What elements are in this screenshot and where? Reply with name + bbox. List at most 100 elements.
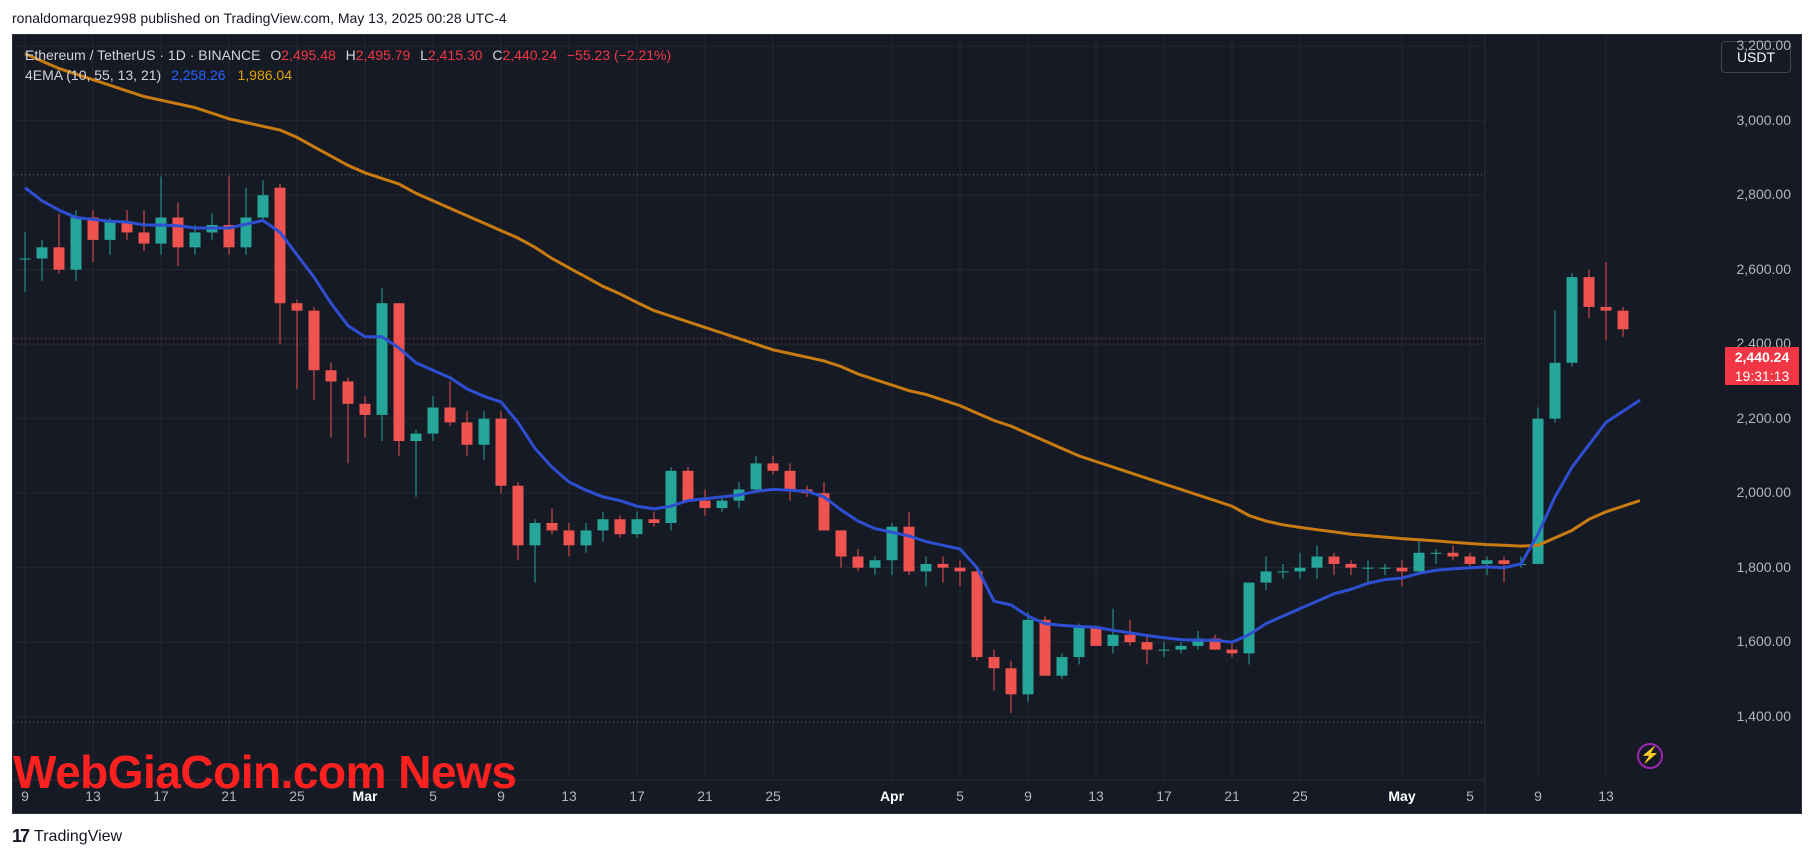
candle-body[interactable]	[835, 530, 847, 557]
candle-body[interactable]	[325, 370, 337, 382]
candle-body[interactable]	[1277, 571, 1289, 573]
lightning-alert-icon[interactable]: ⚡	[1637, 743, 1663, 769]
candle-body[interactable]	[53, 247, 65, 270]
candle-body[interactable]	[1532, 418, 1544, 564]
candle-body[interactable]	[359, 403, 371, 415]
candle-body[interactable]	[1464, 556, 1476, 564]
candle-body[interactable]	[512, 485, 524, 546]
price-chart[interactable]	[13, 35, 1801, 813]
candle-body[interactable]	[954, 567, 966, 572]
candle-body[interactable]	[1039, 619, 1051, 676]
candle-body[interactable]	[1107, 634, 1119, 646]
candle-body[interactable]	[852, 556, 864, 568]
candle-body[interactable]	[699, 500, 711, 509]
candle-body[interactable]	[1260, 571, 1272, 583]
symbol-label[interactable]: Ethereum / TetherUS · 1D · BINANCE	[25, 47, 261, 63]
candle-body[interactable]	[1583, 277, 1595, 307]
candle-body[interactable]	[1226, 649, 1238, 654]
candle-body[interactable]	[1175, 645, 1187, 650]
candle-body[interactable]	[1600, 306, 1612, 311]
candle-body[interactable]	[155, 217, 167, 244]
candle-body[interactable]	[937, 563, 949, 568]
candle-body[interactable]	[784, 470, 796, 490]
candle-body[interactable]	[546, 522, 558, 531]
candle-body[interactable]	[495, 418, 507, 486]
candle-body[interactable]	[869, 560, 881, 568]
currency-button[interactable]: USDT	[1721, 41, 1791, 73]
candle-body[interactable]	[342, 381, 354, 404]
candle-body[interactable]	[903, 526, 915, 572]
candle-body[interactable]	[1022, 619, 1034, 695]
candle-body[interactable]	[308, 310, 320, 371]
candle-body[interactable]	[1209, 638, 1221, 650]
candle-body[interactable]	[1447, 552, 1459, 557]
candle-body[interactable]	[376, 303, 388, 415]
candle-body[interactable]	[631, 519, 643, 535]
candle-body[interactable]	[240, 217, 252, 248]
candle-body[interactable]	[1379, 567, 1391, 569]
candle-body[interactable]	[988, 657, 1000, 669]
candle-body[interactable]	[597, 519, 609, 531]
candle-body[interactable]	[478, 418, 490, 445]
candle-body[interactable]	[427, 407, 439, 434]
candle-body[interactable]	[121, 221, 133, 233]
candle-body[interactable]	[257, 195, 269, 218]
candle-body[interactable]	[1413, 552, 1425, 572]
candle-body[interactable]	[563, 530, 575, 546]
candle-body[interactable]	[19, 258, 31, 260]
candle-body[interactable]	[1158, 649, 1170, 651]
candle-body[interactable]	[648, 519, 660, 523]
candle-body[interactable]	[1090, 627, 1102, 646]
indicator-label[interactable]: 4EMA (10, 55, 13, 21)	[25, 67, 162, 83]
chart-frame[interactable]: Ethereum / TetherUS · 1D · BINANCE O2,49…	[12, 34, 1802, 814]
tradingview-brand[interactable]: 17 TradingView	[12, 826, 122, 847]
candle-body[interactable]	[172, 217, 184, 248]
candle-body[interactable]	[1617, 310, 1629, 330]
candle-body[interactable]	[716, 500, 728, 509]
candle-body[interactable]	[1362, 567, 1374, 569]
candle-body[interactable]	[971, 571, 983, 658]
candle-body[interactable]	[274, 187, 286, 304]
candle-body[interactable]	[580, 530, 592, 546]
candle-body[interactable]	[1481, 560, 1493, 564]
candle-body[interactable]	[1243, 582, 1255, 654]
candle-body[interactable]	[1498, 560, 1510, 564]
candle-body[interactable]	[1396, 567, 1408, 572]
candle-body[interactable]	[767, 463, 779, 471]
candle-body[interactable]	[70, 217, 82, 270]
candle-body[interactable]	[1192, 638, 1204, 646]
candle-body[interactable]	[223, 224, 235, 248]
candle-body[interactable]	[444, 407, 456, 423]
candle-body[interactable]	[410, 433, 422, 442]
candle-body[interactable]	[1328, 556, 1340, 564]
candle-body[interactable]	[87, 217, 99, 240]
candle-body[interactable]	[1345, 563, 1357, 568]
candle-body[interactable]	[818, 493, 830, 531]
candle-body[interactable]	[1311, 556, 1323, 568]
candle-body[interactable]	[104, 221, 116, 240]
candle-body[interactable]	[138, 232, 150, 244]
candle-body[interactable]	[1430, 552, 1442, 554]
candle-body[interactable]	[665, 470, 677, 523]
candle-body[interactable]	[529, 522, 541, 546]
candle-body[interactable]	[1549, 362, 1561, 419]
candle-body[interactable]	[461, 422, 473, 445]
candle-body[interactable]	[614, 519, 626, 535]
candle-body[interactable]	[1294, 567, 1306, 572]
candle-body[interactable]	[886, 526, 898, 561]
ema-slow-line[interactable]	[24, 52, 1641, 548]
candle-body[interactable]	[1073, 627, 1085, 658]
candle-body[interactable]	[682, 470, 694, 501]
candle-body[interactable]	[1566, 277, 1578, 363]
candle-body[interactable]	[1005, 668, 1017, 695]
candle-body[interactable]	[1141, 642, 1153, 650]
candle-body[interactable]	[920, 563, 932, 572]
candle-body[interactable]	[1056, 657, 1068, 676]
candle-body[interactable]	[189, 232, 201, 248]
candle-body[interactable]	[750, 463, 762, 490]
candle-body[interactable]	[1124, 634, 1136, 643]
ema-fast-line[interactable]	[24, 186, 1641, 644]
candle-body[interactable]	[36, 247, 48, 259]
candle-body[interactable]	[291, 303, 303, 311]
candle-body[interactable]	[393, 303, 405, 442]
